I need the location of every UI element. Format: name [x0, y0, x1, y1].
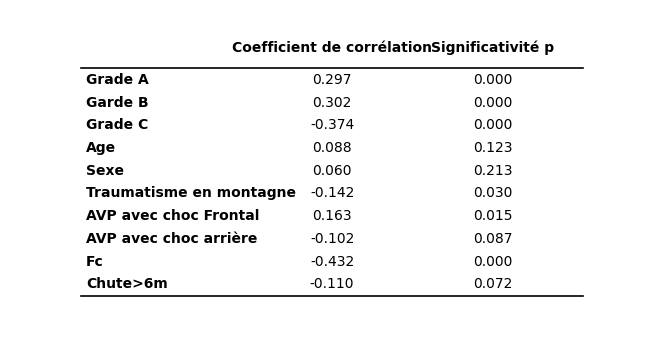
Text: 0.088: 0.088 [312, 141, 352, 155]
Text: Grade C: Grade C [86, 118, 148, 132]
Text: AVP avec choc arrière: AVP avec choc arrière [86, 232, 257, 246]
Text: Grade A: Grade A [86, 73, 149, 87]
Text: 0.123: 0.123 [473, 141, 513, 155]
Text: 0.000: 0.000 [473, 254, 513, 269]
Text: 0.000: 0.000 [473, 73, 513, 87]
Text: Coefficient de corrélation: Coefficient de corrélation [232, 41, 432, 55]
Text: Fc: Fc [86, 254, 104, 269]
Text: Chute>6m: Chute>6m [86, 277, 168, 291]
Text: 0.302: 0.302 [312, 95, 352, 109]
Text: 0.163: 0.163 [312, 209, 352, 223]
Text: AVP avec choc Frontal: AVP avec choc Frontal [86, 209, 259, 223]
Text: 0.072: 0.072 [473, 277, 513, 291]
Text: Age: Age [86, 141, 116, 155]
Text: Garde B: Garde B [86, 95, 148, 109]
Text: -0.374: -0.374 [310, 118, 354, 132]
Text: 0.000: 0.000 [473, 95, 513, 109]
Text: -0.102: -0.102 [310, 232, 354, 246]
Text: Significativité p: Significativité p [431, 41, 555, 55]
Text: 0.087: 0.087 [473, 232, 513, 246]
Text: 0.213: 0.213 [473, 164, 513, 178]
Text: 0.060: 0.060 [312, 164, 352, 178]
Text: -0.432: -0.432 [310, 254, 354, 269]
Text: 0.000: 0.000 [473, 118, 513, 132]
Text: 0.030: 0.030 [473, 187, 513, 201]
Text: 0.297: 0.297 [312, 73, 352, 87]
Text: -0.110: -0.110 [310, 277, 354, 291]
Text: Sexe: Sexe [86, 164, 124, 178]
Text: 0.015: 0.015 [473, 209, 513, 223]
Text: Traumatisme en montagne: Traumatisme en montagne [86, 187, 296, 201]
Text: -0.142: -0.142 [310, 187, 354, 201]
